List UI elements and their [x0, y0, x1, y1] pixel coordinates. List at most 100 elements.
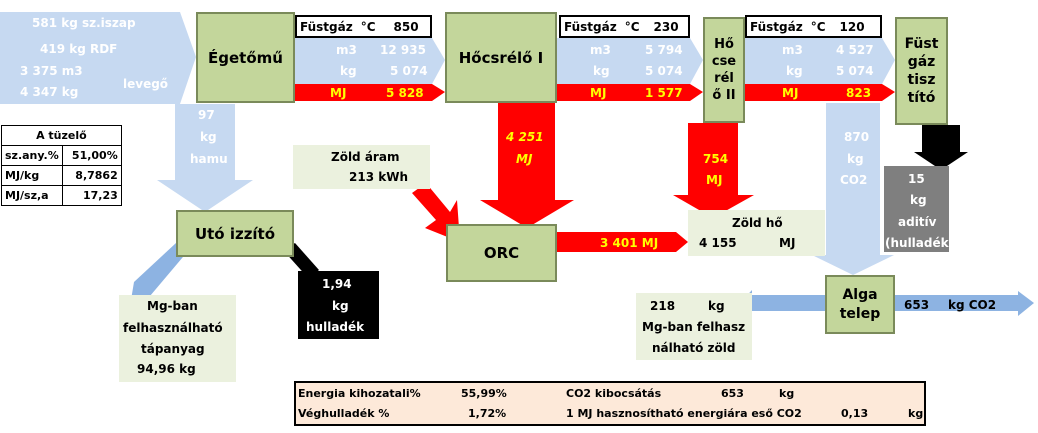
flue1-kg: 5 074 — [390, 64, 428, 78]
zold-ho-box: Zöld hő 4 155 MJ — [688, 210, 825, 256]
co2-out-arrow — [895, 291, 1034, 316]
fgt-line2: gáz — [907, 54, 936, 70]
summary-box: Energia kihozatali% 55,99% CO2 kibocsátá… — [294, 381, 926, 426]
summary-energia-value: 55,99% — [461, 387, 507, 400]
tuzelo-r1-value: 51,00% — [61, 145, 122, 166]
tuzelo-r2-value: 8,7862 — [61, 165, 122, 186]
flue1-arrow — [295, 38, 445, 84]
node-egetomu: Égetőmű — [196, 12, 295, 103]
aditiv-value: 15 — [908, 172, 925, 186]
hx1-down-arrow — [480, 103, 574, 228]
zold-out-line3: nálható zöld — [652, 341, 736, 355]
flue1-mj: 5 828 — [386, 86, 424, 100]
tapanyag-arrow — [131, 243, 188, 300]
tuzelo-table: A tüzelő sz.any.% 51,00% MJ/kg 8,7862 MJ/s… — [1, 125, 122, 206]
flue2-mj: 1 577 — [645, 86, 683, 100]
hamu-unit: kg — [200, 130, 217, 144]
flue1-m3-label: m3 — [336, 43, 357, 57]
flue3-kg-label: kg — [786, 64, 803, 78]
hocserelo2-line4: ő II — [712, 88, 736, 103]
flue1-mj-arrow — [295, 84, 445, 101]
zold-aram-label: Zöld áram — [331, 150, 400, 164]
flue3-mj: 823 — [846, 86, 872, 100]
flue3-temp: 120 — [839, 19, 865, 34]
hocserelo2-line2: cse — [711, 54, 737, 69]
hamu-arrow — [157, 104, 253, 212]
hocserelo2-line1: Hő — [714, 37, 734, 52]
aditiv-box — [884, 166, 949, 252]
tuzelo-r2-label: MJ/kg — [1, 165, 63, 186]
input-line2: 419 kg RDF — [40, 42, 118, 56]
flue3-kg: 5 074 — [836, 64, 874, 78]
co2-unit: kg — [847, 152, 864, 166]
algatelep-line1: Alga — [842, 286, 878, 303]
flue3-m3-label: m3 — [782, 43, 803, 57]
tapanyag-line1: Mg-ban — [147, 299, 198, 313]
input-line4: 4 347 kg — [20, 85, 79, 99]
hamu-label: hamu — [190, 152, 228, 166]
flue2-unit: °C — [624, 19, 640, 34]
summary-permj-unit: kg — [908, 407, 924, 420]
algatelep-line2: telep — [839, 305, 881, 322]
tapanyag-line3: tápanyag — [141, 342, 205, 356]
co2-arrow — [812, 103, 894, 275]
input-levego: levegő — [123, 77, 169, 91]
zold-aram-value: 213 kWh — [349, 170, 408, 184]
node-orc: ORC — [446, 224, 557, 282]
flue1-m3: 12 935 — [380, 43, 426, 57]
hulladek-box — [298, 271, 379, 339]
zold-out-value: 218 — [650, 299, 676, 313]
fgt-line1: Füst — [904, 36, 939, 52]
flue1-header: Füstgáz °C 850 — [295, 15, 432, 38]
flue1-label: Füstgáz — [300, 19, 353, 34]
tuzelo-r3-value: 17,23 — [61, 185, 122, 206]
flue2-m3-label: m3 — [590, 43, 611, 57]
node-algatelep: Alga telep — [825, 275, 895, 334]
input-line1: 581 kg sz.iszap — [32, 16, 136, 30]
hocserelo2-line3: rél — [714, 71, 734, 86]
zold-ho-value: 4 155 — [699, 236, 737, 250]
flue3-label: Füstgáz — [750, 19, 803, 34]
flue3-mj-arrow — [745, 84, 895, 101]
flue3-header: Füstgáz °C 120 — [745, 15, 882, 38]
summary-veg-value: 1,72% — [468, 407, 507, 420]
aditiv-label: aditív — [898, 215, 937, 229]
hamu-value: 97 — [198, 108, 215, 122]
zold-out-arrow — [740, 290, 825, 316]
tapanyag-value: 94,96 kg — [137, 362, 196, 376]
flue2-label: Füstgáz — [564, 19, 617, 34]
node-hocserelo2: Hő cse rél ő II — [703, 17, 745, 123]
fgt-line4: tító — [907, 90, 936, 106]
input-arrow — [0, 12, 196, 104]
zold-ho-label: Zöld hő — [732, 216, 783, 230]
flue2-m3: 5 794 — [645, 43, 683, 57]
co2-out-unit: kg CO2 — [948, 298, 997, 312]
summary-co2-label: CO2 kibocsátás — [566, 387, 662, 400]
zold-ho-unit: MJ — [779, 236, 796, 250]
summary-co2-value: 653 — [721, 387, 744, 400]
aditiv-arrow — [914, 125, 968, 170]
hx2-down-arrow — [673, 123, 754, 218]
flue3-arrow — [745, 38, 895, 84]
hx1-down-unit: MJ — [516, 152, 533, 166]
flue2-arrow — [557, 38, 703, 84]
co2-value: 870 — [844, 130, 870, 144]
hx2-down-value: 754 — [703, 152, 729, 166]
zold-aram-box: Zöld áram 213 kWh — [293, 145, 430, 189]
summary-permj-value: 0,13 — [841, 407, 869, 420]
fgt-line3: tisz — [907, 72, 936, 88]
tuzelo-title: A tüzelő — [1, 125, 122, 146]
flue1-unit: °C — [360, 19, 376, 34]
tapanyag-box: Mg-ban felhasználható tápanyag 94,96 kg — [119, 295, 236, 382]
co2-out-value: 653 — [904, 298, 930, 312]
flue3-m3: 4 527 — [836, 43, 874, 57]
summary-energia-label: Energia kihozatali% — [298, 387, 421, 400]
flue1-kg-label: kg — [340, 64, 357, 78]
node-hocserelo1: Hőcsrélő I — [445, 12, 557, 103]
hx2-down-unit: MJ — [706, 173, 723, 187]
zold-out-unit: kg — [708, 299, 725, 313]
hulladek-unit: kg — [332, 299, 349, 313]
hulladek-label: hulladék — [306, 320, 365, 334]
hx1-down-value: 4 251 — [506, 130, 544, 144]
